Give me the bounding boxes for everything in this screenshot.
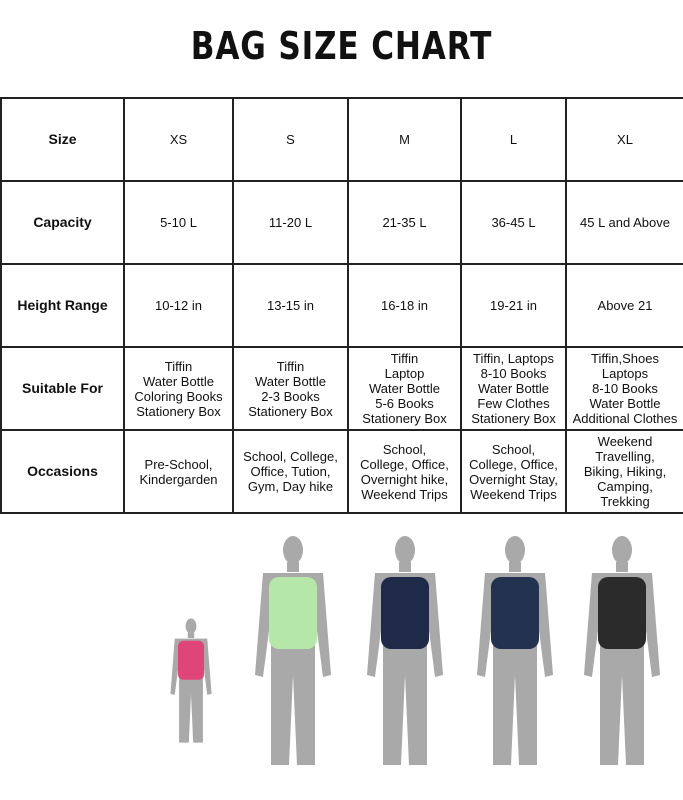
row-header: Height Range [0,263,125,348]
table-cell: School, College, Office, Tution, Gym, Da… [232,429,349,514]
table-cell: Weekend Travelling, Biking, Hiking, Camp… [565,429,683,514]
table-row: Capacity 5-10 L 11-20 L 21-35 L 36-45 L 45 L … [0,180,683,265]
table-cell: 19-21 in [460,263,567,348]
table-cell: Tiffin,Shoes Laptops 8-10 Books Water Bo… [565,346,683,431]
person-silhouette [477,536,553,765]
person-silhouette [584,536,660,765]
backpack-s [269,577,317,649]
table-cell: 45 L and Above [565,180,683,265]
table-cell: XS [123,97,234,182]
person-silhouette [367,536,443,765]
table-cell: S [232,97,349,182]
backpack-xs [178,640,204,680]
table-row: Suitable For Tiffin Water Bottle Coloring… [0,346,683,431]
table-row: Occasions Pre-School, Kindergarden School,… [0,429,683,514]
person-silhouette [170,618,212,743]
row-header: Size [0,97,125,182]
table-row: Size XS S M L XL [0,97,683,182]
table-cell: M [347,97,462,182]
table-cell: Pre-School, Kindergarden [123,429,234,514]
row-header: Occasions [0,429,125,514]
table-cell: Tiffin Water Bottle Coloring Books Stati… [123,346,234,431]
table-cell: Tiffin Laptop Water Bottle 5-6 Books Sta… [347,346,462,431]
table-cell: 5-10 L [123,180,234,265]
size-comparison-figures [170,536,660,765]
table-cell: School, College, Office, Overnight Stay,… [460,429,567,514]
table-cell: L [460,97,567,182]
table-row: Height Range 10-12 in 13-15 in 16-18 in 19-2… [0,263,683,348]
table-cell: School, College, Office, Overnight hike,… [347,429,462,514]
table-cell: Above 21 [565,263,683,348]
backpack-m [381,577,429,649]
table-cell: 11-20 L [232,180,349,265]
backpack-l [491,577,539,649]
person-silhouette [255,536,331,765]
table-cell: XL [565,97,683,182]
table-cell: 36-45 L [460,180,567,265]
table-cell: Tiffin Water Bottle 2-3 Books Stationery… [232,346,349,431]
table-cell: 16-18 in [347,263,462,348]
table-cell: 13-15 in [232,263,349,348]
table-cell: 21-35 L [347,180,462,265]
table-cell: 10-12 in [123,263,234,348]
backpack-xl [598,577,646,649]
table-cell: Tiffin, Laptops 8-10 Books Water Bottle … [460,346,567,431]
row-header: Suitable For [0,346,125,431]
page-title: BAG SIZE CHART [190,24,493,68]
row-header: Capacity [0,180,125,265]
